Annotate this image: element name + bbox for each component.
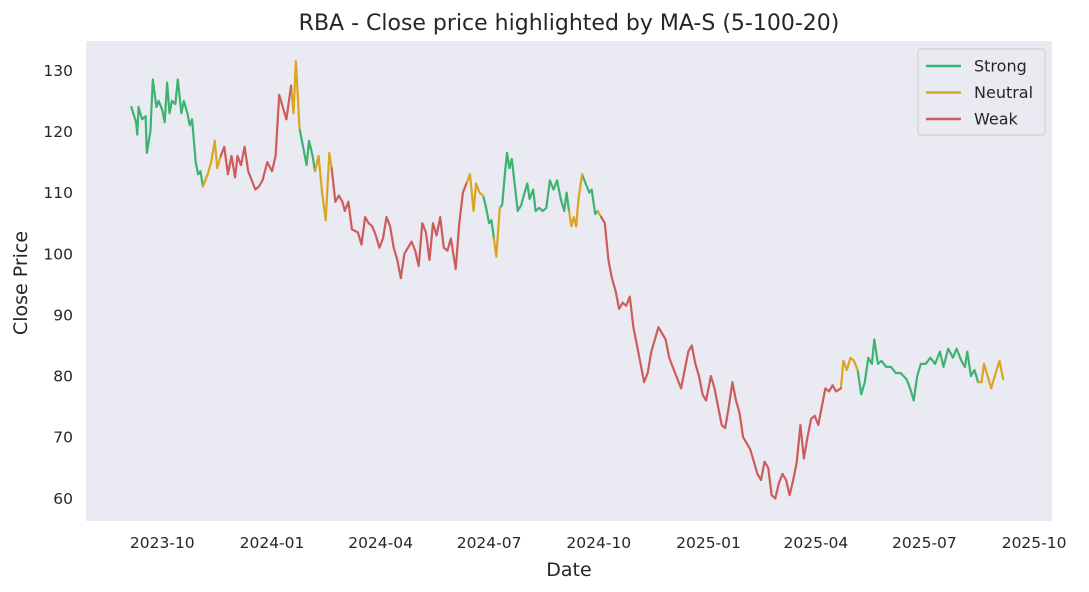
series-line-neutral-7 [839,356,859,390]
legend-label-weak: Weak [974,110,1019,129]
y-axis-label: Close Price [10,231,32,335]
series-line-neutral-0 [201,139,222,188]
x-axis-label: Date [546,559,591,581]
plot-background [86,41,1052,521]
y-tick-label-0: 60 [53,490,73,508]
legend-label-neutral: Neutral [974,83,1033,102]
x-tick-label-1: 2024-01 [240,534,305,552]
series-line-strong-3 [498,151,571,213]
y-tick-labels: 60 70 80 90 100 110 120 130 [43,62,73,508]
legend-frame [917,48,1046,136]
series-line-neutral-4 [492,206,501,258]
y-tick-label-6: 120 [43,123,73,141]
series-line-neutral-8 [976,359,1005,390]
series-line-weak-0 [219,84,293,191]
x-tick-label-5: 2025-01 [676,534,741,552]
series-lines [130,60,1005,500]
legend: Strong Neutral Weak [917,48,1046,136]
y-tick-label-4: 100 [43,245,73,263]
series-line-neutral-5 [567,173,584,228]
legend-label-strong: Strong [974,57,1027,76]
series-line-neutral-3 [465,173,485,213]
series-line-neutral-2 [313,151,333,222]
series-line-neutral-1 [290,60,301,130]
series-line-strong-1 [298,127,317,173]
x-tick-label-3: 2024-07 [457,534,522,552]
x-tick-label-0: 2023-10 [130,534,195,552]
series-line-weak-2 [600,216,843,500]
x-tick-label-7: 2025-07 [892,534,957,552]
series-line-strong-5 [856,338,980,402]
y-tick-label-1: 70 [53,429,73,447]
series-line-strong-4 [580,173,599,216]
series-line-neutral-6 [596,209,603,219]
series-line-strong-2 [482,194,495,240]
series-line-strong-0 [130,78,204,188]
y-tick-label-2: 80 [53,368,73,386]
x-tick-label-6: 2025-04 [784,534,849,552]
y-tick-label-3: 90 [53,306,73,324]
x-tick-labels: 2023-10 2024-01 2024-04 2024-07 2024-10 2025-… [130,534,1067,552]
y-tick-label-5: 110 [43,184,73,202]
chart-title: RBA - Close price highlighted by MA-S (5… [299,11,840,36]
x-tick-label-4: 2024-10 [566,534,631,552]
series-line-weak-1 [330,167,468,280]
x-tick-label-2: 2024-04 [348,534,413,552]
x-tick-label-8: 2025-10 [1002,534,1067,552]
y-tick-label-7: 130 [43,62,73,80]
